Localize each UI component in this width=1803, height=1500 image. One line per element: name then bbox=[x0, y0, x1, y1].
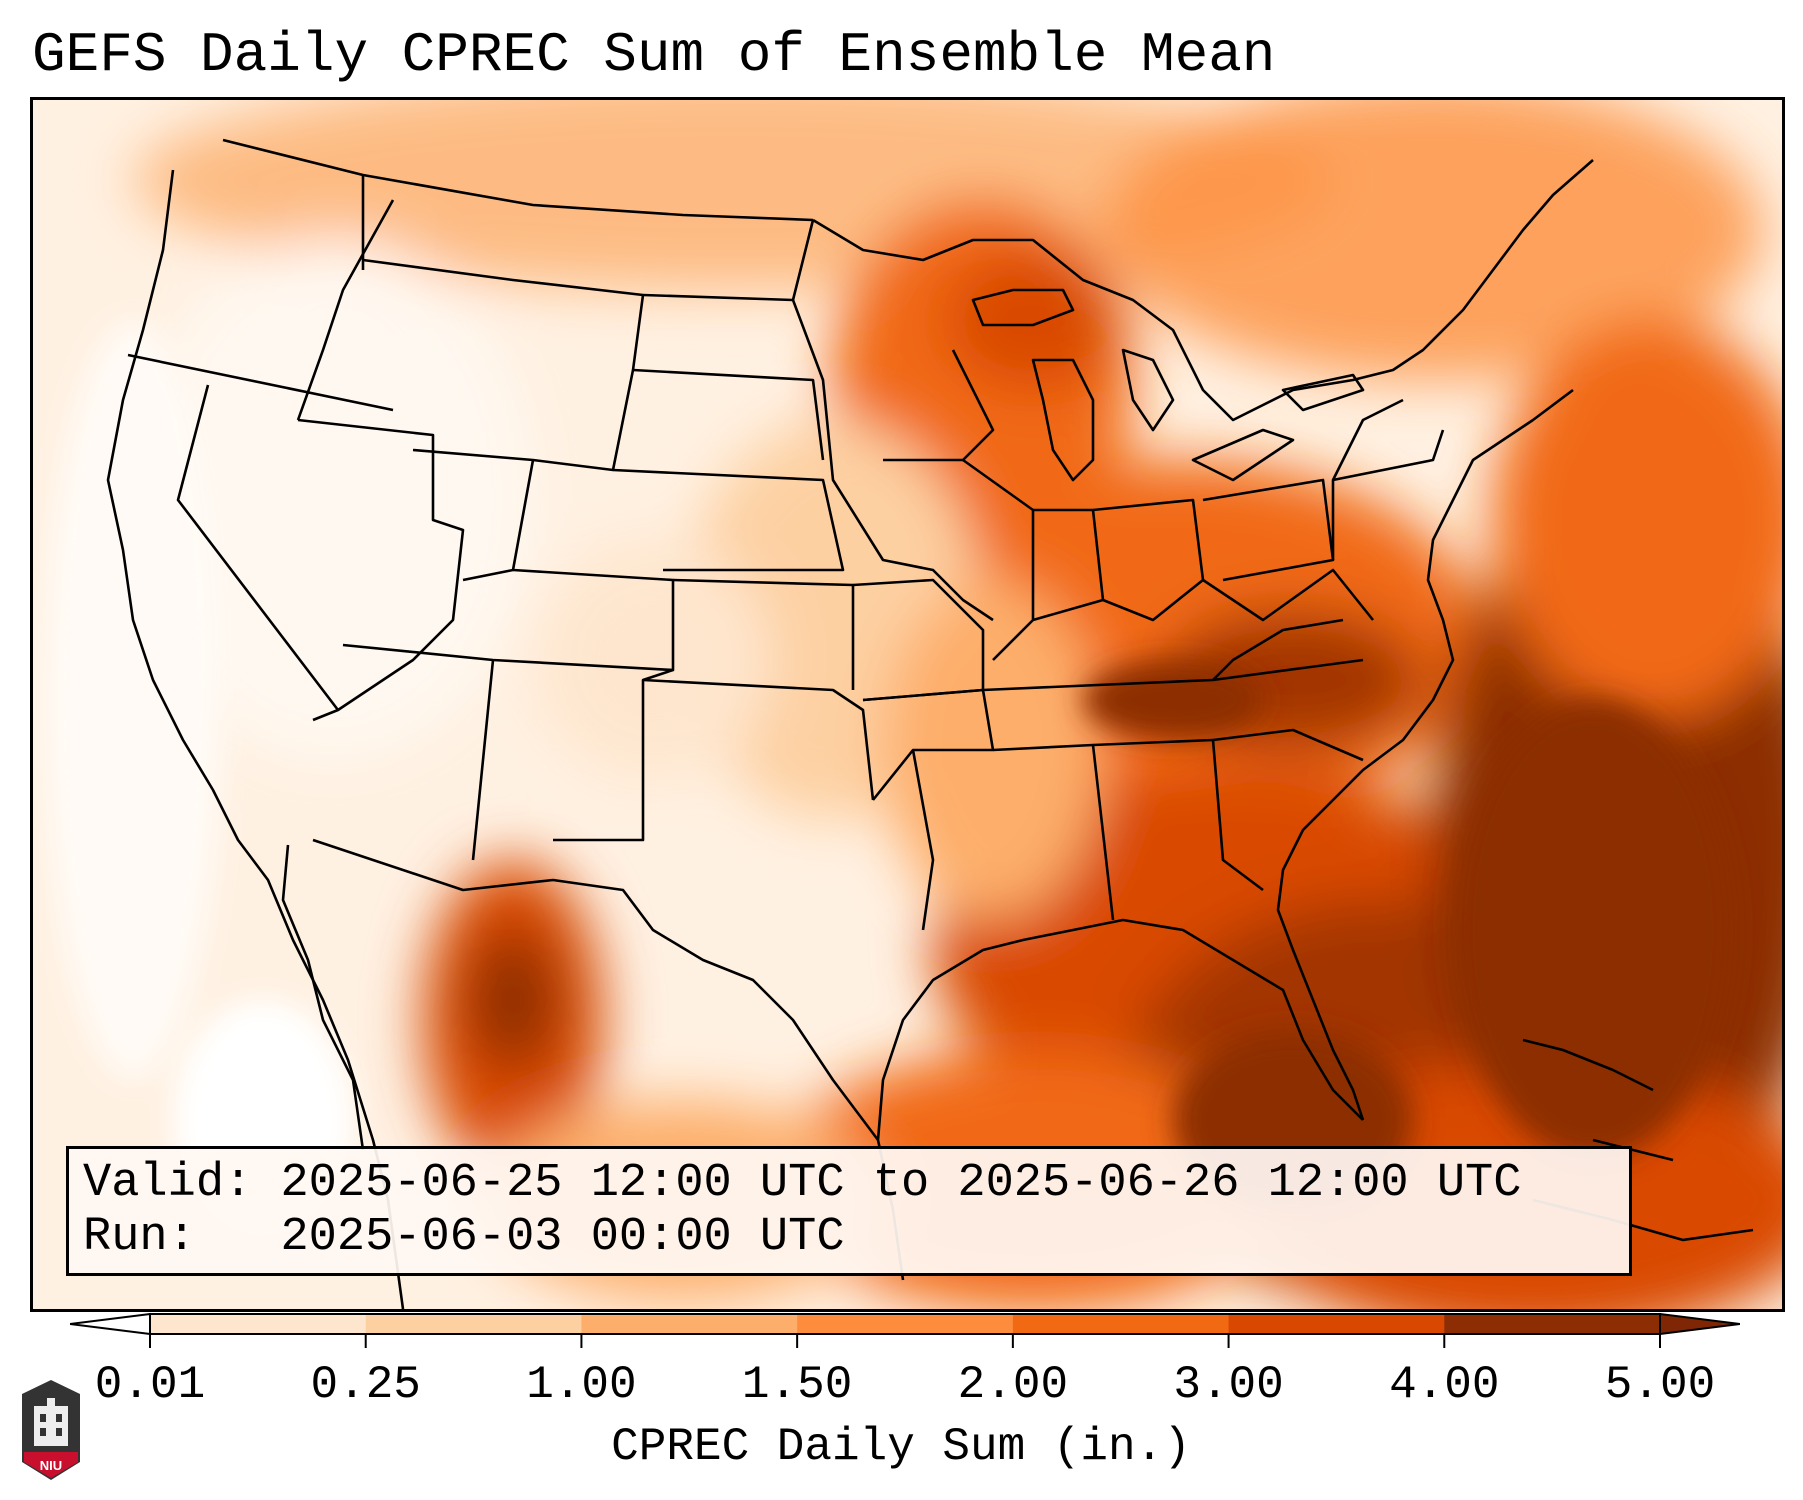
logo-text: NIU bbox=[40, 1458, 62, 1473]
colorbar-tick-label: 4.00 bbox=[1389, 1359, 1500, 1411]
map-title: GEFS Daily CPREC Sum of Ensemble Mean bbox=[32, 23, 1276, 87]
precip-field-detail bbox=[43, 320, 1733, 1240]
run-value: 2025-06-03 00:00 UTC bbox=[280, 1211, 845, 1264]
colorbar-tick-label: 0.25 bbox=[310, 1359, 421, 1411]
colorbar-segment bbox=[1012, 1314, 1230, 1334]
colorbar-label: CPREC Daily Sum (in.) bbox=[611, 1421, 1191, 1473]
colorbar-over-triangle bbox=[1659, 1312, 1740, 1336]
colorbar-segment bbox=[581, 1314, 798, 1334]
run-label: Run: bbox=[83, 1211, 196, 1264]
colorbar-segment bbox=[1228, 1314, 1445, 1334]
colorbar-tick-label: 0.01 bbox=[94, 1359, 206, 1411]
colorbar bbox=[70, 1312, 1740, 1348]
state-borders bbox=[106, 138, 1754, 1309]
colorbar-segment bbox=[365, 1314, 582, 1334]
precipitation-map bbox=[30, 97, 1785, 1312]
colorbar-under-triangle bbox=[70, 1312, 151, 1336]
valid-run-info-box: Valid: 2025-06-25 12:00 UTC to 2025-06-2… bbox=[66, 1146, 1632, 1276]
colorbar-segment bbox=[1444, 1314, 1661, 1334]
colorbar-outline bbox=[149, 1313, 1661, 1335]
colorbar-segment bbox=[797, 1314, 1014, 1334]
colorbar-segment bbox=[150, 1314, 367, 1334]
niu-logo: NIU bbox=[22, 1380, 80, 1480]
colorbar-tick-label: 1.50 bbox=[741, 1359, 853, 1411]
valid-value: 2025-06-25 12:00 UTC to 2025-06-26 12:00… bbox=[280, 1157, 1522, 1210]
colorbar-tick-label: 5.00 bbox=[1604, 1359, 1716, 1411]
colorbar-tick-label: 2.00 bbox=[957, 1359, 1069, 1411]
colorbar-tick-label: 1.00 bbox=[526, 1359, 637, 1411]
valid-label: Valid: bbox=[83, 1157, 253, 1210]
colorbar-tick-label: 3.00 bbox=[1173, 1359, 1284, 1411]
